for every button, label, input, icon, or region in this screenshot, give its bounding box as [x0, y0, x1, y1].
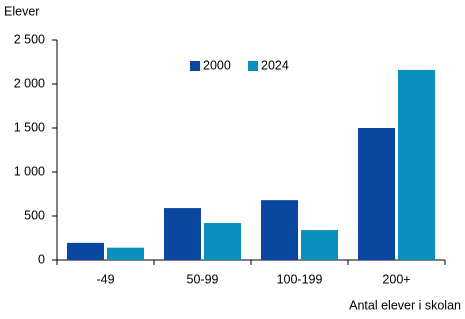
- bar: [358, 128, 395, 260]
- legend-swatch: [248, 61, 258, 71]
- bar: [67, 242, 104, 260]
- y-tick-label: 2 500: [14, 32, 45, 46]
- bar: [301, 230, 338, 260]
- y-tick-label: 0: [38, 252, 45, 266]
- legend-label: 2000: [203, 58, 231, 72]
- y-axis-label: Elever: [4, 4, 39, 18]
- bar: [107, 247, 144, 260]
- x-tick-label: 200+: [382, 272, 410, 286]
- x-tick-label: 50-99: [187, 272, 219, 286]
- y-tick-label: 1 500: [14, 120, 45, 134]
- x-axis-label: Antal elever i skolan: [349, 298, 461, 312]
- bar: [164, 208, 201, 260]
- y-tick-label: 500: [24, 208, 45, 222]
- x-tick-label: -49: [96, 272, 114, 286]
- x-tick-label: 100-199: [277, 272, 323, 286]
- bar: [261, 200, 298, 260]
- legend-label: 2024: [261, 58, 289, 72]
- y-tick-label: 1 000: [14, 164, 45, 178]
- bar: [398, 69, 435, 260]
- y-tick-label: 2 000: [14, 76, 45, 90]
- bar: [204, 223, 241, 260]
- legend-swatch: [190, 61, 200, 71]
